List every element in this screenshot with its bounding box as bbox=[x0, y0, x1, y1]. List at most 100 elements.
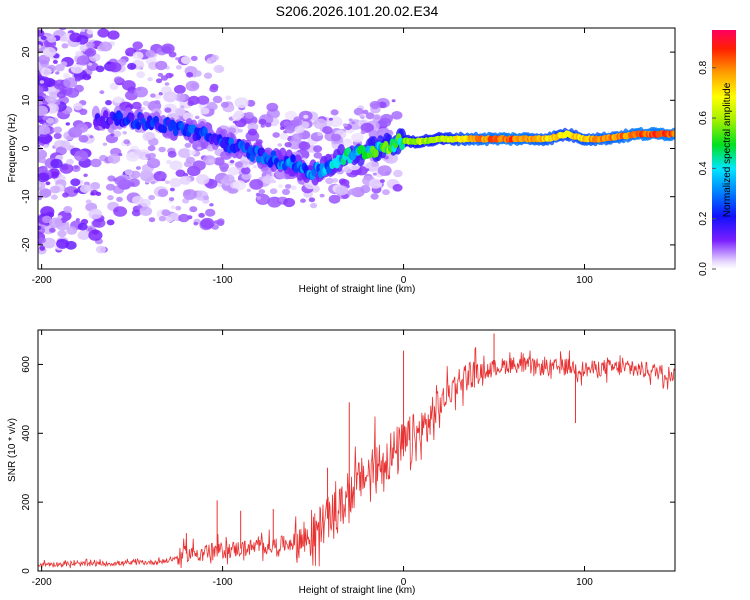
spectrogram-noise-blob bbox=[122, 131, 127, 135]
spectrogram-noise-blob bbox=[163, 91, 178, 103]
spectrogram-noise-blob bbox=[50, 185, 61, 194]
spectrogram-y-label: Frequency (Hz) bbox=[7, 114, 18, 183]
spectrogram-noise-blob bbox=[392, 184, 403, 192]
spectrogram-noise-blob bbox=[38, 157, 47, 164]
spectrogram-noise-blob bbox=[132, 51, 144, 60]
spectrogram-noise-blob bbox=[279, 132, 289, 140]
snr-panel: -200 -100 0 100 0 200 400 600 Height of straig… bbox=[7, 329, 676, 596]
spectrogram-noise-blob bbox=[283, 197, 296, 208]
snr-line bbox=[38, 347, 675, 569]
spectrogram-noise-blob bbox=[229, 159, 235, 164]
spectrogram-noise-blob bbox=[362, 109, 369, 115]
spectrogram-noise-blob bbox=[57, 230, 67, 238]
spectrogram-noise-blob bbox=[122, 80, 128, 85]
spectrogram-noise-blob bbox=[277, 143, 283, 147]
spectrogram-noise-blob bbox=[391, 111, 403, 120]
spectrogram-noise-blob bbox=[196, 95, 210, 105]
spectrogram-noise-blob bbox=[42, 12, 52, 20]
spectrogram-noise-blob bbox=[164, 82, 170, 86]
spectrogram-noise-blob bbox=[161, 209, 171, 217]
spectrogram-noise-blob bbox=[53, 126, 63, 134]
spectrogram-noise-blob bbox=[359, 113, 365, 118]
spectrogram-noise-blob bbox=[132, 195, 144, 205]
spectrogram-noise-blob bbox=[59, 36, 68, 42]
spectrogram-noise-blob bbox=[369, 178, 383, 189]
spectrogram-noise-blob bbox=[205, 208, 216, 217]
spectrogram-noise-blob bbox=[325, 177, 334, 185]
spectrogram-noise-blob bbox=[63, 206, 73, 213]
spectrogram-noise-blob bbox=[360, 122, 374, 133]
spectrogram-noise-blob bbox=[170, 205, 176, 209]
spectrogram-ridge-cell bbox=[102, 110, 109, 119]
spectrogram-noise-blob bbox=[39, 80, 45, 84]
spectrogram-noise-blob bbox=[130, 170, 141, 179]
spectrogram-noise-blob bbox=[69, 32, 82, 43]
spectrogram-noise-blob bbox=[241, 172, 252, 181]
spectrogram-y-tick-label: 10 bbox=[21, 94, 32, 106]
spectrogram-noise-blob bbox=[75, 50, 84, 57]
spectrogram-noise-blob bbox=[185, 156, 195, 164]
spectrogram-noise-blob bbox=[150, 93, 156, 98]
spectrogram-noise-blob bbox=[74, 76, 81, 82]
spectrogram-noise-blob bbox=[198, 212, 205, 218]
spectrogram-noise-blob bbox=[38, 133, 53, 145]
spectrogram-noise-blob bbox=[247, 128, 258, 136]
colorbar-gradient bbox=[712, 30, 736, 269]
spectrogram-noise-blob bbox=[39, 188, 52, 198]
spectrogram-noise-blob bbox=[258, 189, 266, 195]
spectrogram-noise-blob bbox=[227, 127, 237, 134]
spectrogram-noise-blob bbox=[196, 174, 210, 185]
spectrogram-noise-blob bbox=[83, 16, 93, 24]
spectrogram-noise-blob bbox=[175, 57, 180, 61]
spectrogram-noise-blob bbox=[99, 90, 105, 95]
spectrogram-noise-blob bbox=[220, 101, 229, 108]
spectrogram-noise-blob bbox=[40, 35, 47, 40]
spectrogram-noise-blob bbox=[158, 92, 163, 96]
spectrogram-noise-blob bbox=[166, 159, 172, 165]
spectrogram-noise-blob bbox=[294, 125, 305, 134]
spectrogram-noise-blob bbox=[266, 113, 271, 117]
spectrogram-noise-blob bbox=[90, 192, 95, 196]
spectrogram-noise-blob bbox=[155, 60, 168, 71]
spectrogram-noise-blob bbox=[74, 150, 89, 162]
spectrogram-noise-blob bbox=[114, 176, 127, 186]
spectrogram-noise-blob bbox=[83, 173, 88, 177]
spectrogram-noise-blob bbox=[148, 217, 156, 223]
spectrogram-noise-blob bbox=[234, 161, 243, 168]
spectrogram-noise-blob bbox=[57, 8, 68, 16]
spectrogram-noise-blob bbox=[308, 197, 316, 203]
spectrogram-noise-blob bbox=[313, 152, 323, 159]
spectrogram-noise-blob bbox=[328, 194, 341, 204]
spectrogram-noise-blob bbox=[90, 158, 102, 168]
spectrogram-noise-blob bbox=[180, 105, 185, 109]
spectrogram-noise-blob bbox=[38, 119, 45, 124]
spectrogram-noise-blob bbox=[66, 87, 80, 98]
spectrogram-noise-blob bbox=[150, 181, 156, 185]
snr-y-tick-label: 200 bbox=[21, 493, 32, 510]
spectrogram-noise-blob bbox=[40, 206, 55, 218]
spectrogram-noise-blob bbox=[88, 229, 103, 241]
spectrogram-noise-blob bbox=[220, 166, 228, 173]
spectrogram-y-tick-label: 0 bbox=[21, 145, 32, 151]
spectrogram-noise-blob bbox=[278, 197, 285, 203]
spectrogram-noise-blob bbox=[97, 28, 110, 38]
spectrogram-noise-blob bbox=[360, 130, 366, 135]
spectrogram-noise-blob bbox=[86, 41, 95, 49]
spectrogram-noise-blob bbox=[169, 197, 175, 202]
spectrogram-noise-blob bbox=[40, 67, 52, 77]
spectrogram-noise-blob bbox=[128, 178, 140, 188]
spectrogram-noise-blob bbox=[192, 70, 202, 77]
spectrogram-y-tick-label: -10 bbox=[21, 189, 32, 204]
snr-y-label: SNR (10 * v/v) bbox=[7, 418, 18, 482]
spectrogram-noise-blob bbox=[139, 206, 153, 216]
spectrogram-noise-blob bbox=[249, 179, 264, 190]
spectrogram-noise-blob bbox=[147, 77, 153, 82]
spectrogram-noise-blob bbox=[269, 188, 278, 195]
spectrogram-noise-blob bbox=[175, 205, 182, 211]
spectrogram-noise-blob bbox=[124, 169, 133, 176]
spectrogram-noise-blob bbox=[391, 99, 396, 103]
spectrogram-ridge-cell bbox=[128, 112, 135, 122]
spectrogram-noise-blob bbox=[169, 187, 175, 192]
spectrogram-noise-blob bbox=[65, 8, 77, 17]
